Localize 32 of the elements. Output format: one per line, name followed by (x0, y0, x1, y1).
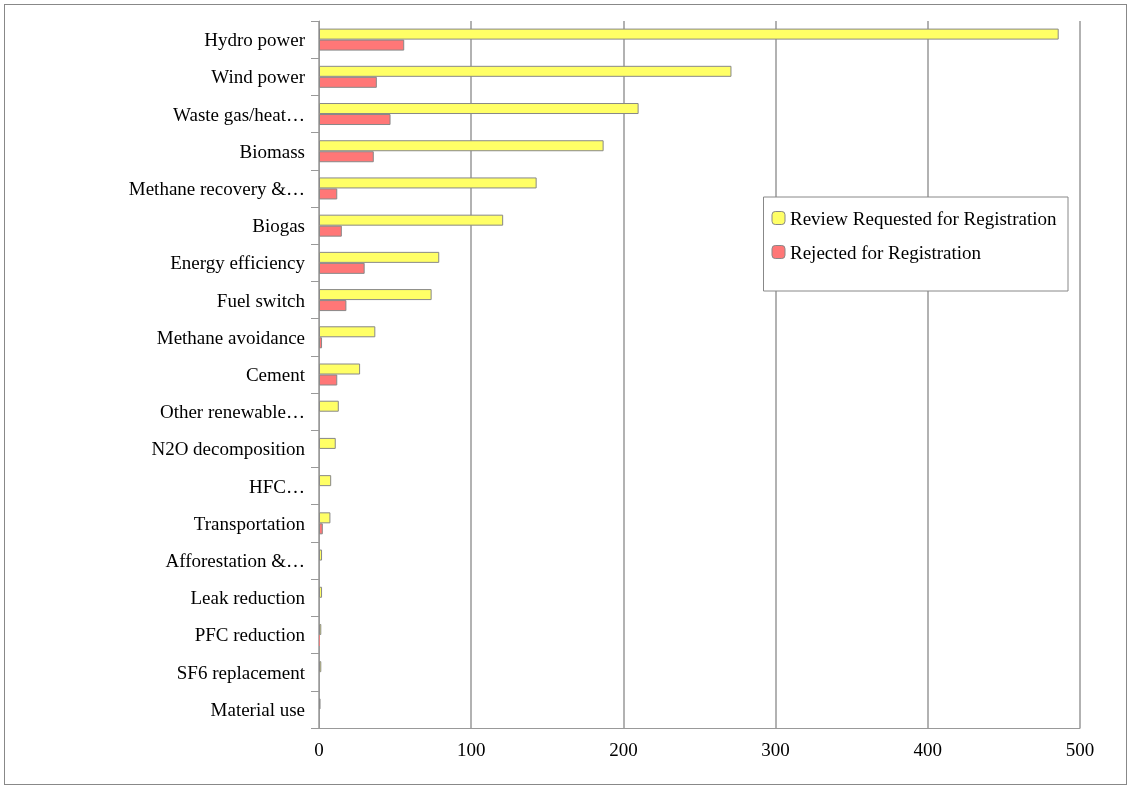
y-tick-label: Methane recovery &… (128, 177, 305, 199)
y-tick-label: Leak reduction (190, 587, 306, 609)
y-tick-label: HFC… (249, 475, 305, 497)
y-tick-label: Biomass (239, 140, 305, 162)
y-tick-label: Biogas (252, 215, 305, 237)
legend-label: Review Requested for Registration (790, 207, 1057, 229)
y-tick-label: Methane avoidance (156, 326, 305, 348)
legend-label: Rejected for Registration (790, 241, 982, 263)
x-tick-label: 300 (761, 739, 790, 760)
bar (319, 549, 323, 561)
y-tick-label: N2O decomposition (151, 438, 306, 460)
y-tick-label: Energy efficiency (170, 252, 306, 274)
y-tick-label: Waste gas/heat… (173, 103, 305, 125)
x-tick-label: 0 (314, 739, 324, 760)
y-tick-label: Other renewable… (159, 401, 305, 423)
x-tick-label: 200 (609, 739, 638, 760)
y-tick-label: Material use (210, 698, 305, 720)
x-tick-label: 500 (1065, 739, 1095, 760)
bar (319, 437, 336, 449)
y-tick-label: Hydro power (204, 29, 306, 51)
y-tick-label: Afforestation &… (165, 550, 305, 572)
y-tick-label: Cement (245, 364, 306, 385)
bar (319, 475, 332, 487)
x-tick-label: 400 (913, 739, 943, 760)
y-tick-label: Transportation (193, 512, 306, 534)
y-tick-label: Fuel switch (216, 289, 306, 311)
y-tick-label: PFC reduction (194, 624, 306, 646)
bar (319, 586, 323, 598)
bar (319, 400, 339, 412)
y-tick-label: Wind power (211, 66, 306, 88)
y-tick-label: SF6 replacement (176, 661, 306, 683)
x-tick-label: 100 (456, 739, 486, 760)
